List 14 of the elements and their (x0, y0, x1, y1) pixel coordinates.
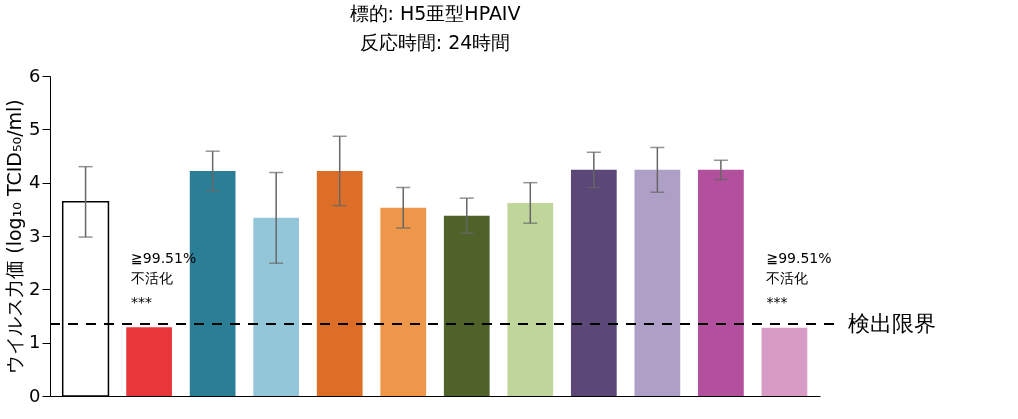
y-tick-label: 0 (29, 384, 41, 406)
ref-line-label: 検出限界 (848, 311, 936, 336)
annotation: *** (766, 294, 788, 310)
y-tick-label: 6 (29, 64, 41, 86)
y-axis-title: ウイルス力価 (log₁₀ TCID₅₀/ml) (3, 99, 26, 374)
annotation: *** (131, 294, 153, 310)
annotation: ≧99.51% 不活化 (766, 250, 832, 286)
y-tick-label: 4 (29, 171, 41, 193)
chart-title: 標的: H5亜型HPAIV (349, 2, 521, 24)
y-tick-label: 5 (29, 117, 41, 139)
y-tick-label: 1 (29, 331, 41, 353)
y-tick-label: 2 (29, 277, 41, 299)
y-tick-label: 3 (29, 224, 41, 246)
chart-subtitle: 反応時間: 24時間 (359, 31, 511, 53)
